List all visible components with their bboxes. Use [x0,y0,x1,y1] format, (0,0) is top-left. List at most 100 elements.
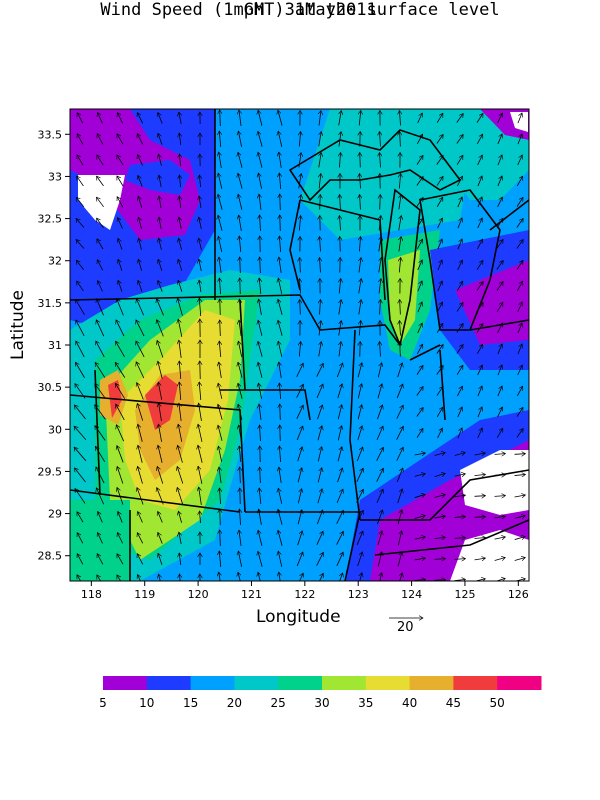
wind-vector [399,195,401,210]
wind-vector [474,558,486,560]
wind-vector [239,215,242,231]
wind-vector [414,474,426,477]
wind-vector [497,386,502,397]
wind-vector [159,574,162,581]
wind-vector [359,111,361,126]
wind-vector [279,257,281,273]
wind-vector [96,320,105,337]
wind-vector [359,258,361,273]
x-tick-label: 125 [454,588,475,601]
wind-vector [199,196,201,208]
wind-vector [377,363,381,378]
wind-vector [494,516,506,517]
wind-vector [317,405,323,420]
colorbar-swatch [103,676,148,690]
wind-vector [259,488,261,504]
wind-vector [238,572,242,581]
wind-vector [357,363,362,378]
wind-vector [218,383,223,399]
wind-vector [477,428,483,439]
wind-vector [178,238,182,250]
wind-vector [359,300,361,315]
wind-vector [414,558,426,560]
wind-vector [96,575,102,581]
x-tick-label: 122 [294,588,315,601]
wind-vector [239,110,241,126]
wind-vector [76,239,85,249]
wind-vector [178,280,183,292]
y-axis: 28.5 29 29.5 30 30.5 31 31.5 32 32.5 33 33.5 [38,128,70,563]
wind-vector [278,320,283,336]
wind-vector [118,238,123,250]
wind-vector [417,239,422,250]
wind-vector [157,488,164,505]
wind-vector [476,281,483,291]
wind-vector [238,194,243,210]
wind-vector [199,298,200,317]
wind-vector [220,110,221,127]
wind-vector [199,382,201,400]
colorbar-swatch [365,676,411,690]
wind-vector [377,384,382,399]
wind-vector [437,428,443,439]
wind-vector [137,488,144,505]
wind-vector [179,574,180,581]
wind-vector [76,218,85,228]
wind-vector [400,300,401,315]
colorbar-label: 15 [183,696,198,710]
wind-vector [416,218,424,228]
wind-vector [238,362,243,378]
wind-vector [137,575,142,581]
wind-vector [434,537,446,538]
wind-vector [77,113,84,124]
wind-vector [379,216,381,231]
wind-vector [416,197,423,207]
wind-vector [74,405,86,420]
wind-vector [198,445,203,463]
colorbar-label: 40 [402,696,417,710]
wind-vector [457,218,462,229]
wind-vector [220,299,221,316]
wind-vector [178,445,183,463]
wind-vector [159,196,161,208]
wind-vector [356,531,363,546]
wind-vector [96,239,104,250]
wind-vector [396,447,403,461]
wind-vector [417,281,422,292]
wind-vector [219,278,220,295]
y-tick-label: 31.5 [38,297,63,310]
colorbar-swatch [278,676,323,690]
wind-vector [138,259,143,271]
wind-vector [259,404,261,420]
wind-vector [278,341,283,357]
wind-vector [514,495,526,497]
wind-vector [496,218,503,228]
wind-vector [97,554,104,565]
wind-vector [337,384,342,399]
wind-vector [158,259,163,271]
y-tick-label: 33 [48,170,62,183]
wind-vector [456,281,462,291]
wind-vector [199,238,202,250]
wind-vector [97,218,104,229]
colorbar-label: 25 [271,696,286,710]
wind-vector [159,217,161,229]
wind-vector [497,344,502,355]
wind-vector [436,176,443,186]
wind-vector [158,424,162,442]
wind-vector [74,468,86,483]
y-tick-label: 31 [48,339,62,352]
wind-vector [296,363,304,377]
wind-vector [219,341,220,358]
wind-vector [218,404,223,420]
wind-vector [360,153,361,168]
wind-vector [75,299,85,315]
wind-vector [259,278,261,294]
wind-vector [456,365,464,375]
wind-vector [219,488,220,505]
wind-vector [259,299,262,315]
wind-vector [497,155,502,166]
wind-vector [114,383,126,399]
wind-vector [396,426,404,440]
wind-vector [158,553,163,565]
